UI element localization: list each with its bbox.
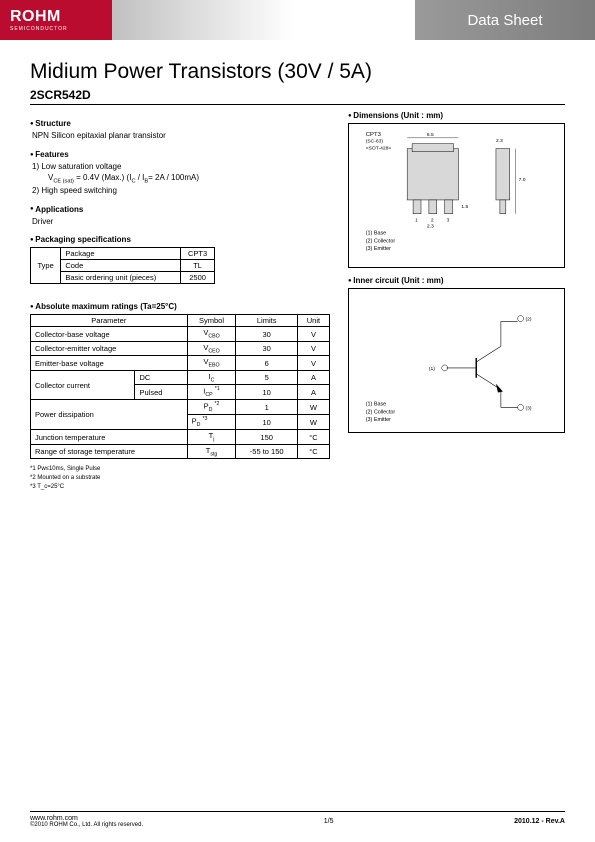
table-row: Junction temperatureTj150°C — [31, 430, 330, 445]
svg-text:2.3: 2.3 — [496, 138, 503, 144]
col-unit: Unit — [297, 315, 329, 327]
col-param: Parameter — [31, 315, 188, 327]
packaging-heading: Packaging specifications — [30, 235, 330, 244]
svg-text:(SC-63): (SC-63) — [366, 139, 384, 145]
rohm-logo: ROHM SEMICONDUCTOR — [0, 0, 112, 40]
svg-text:(1) Base: (1) Base — [366, 230, 386, 236]
logo-subtitle: SEMICONDUCTOR — [10, 26, 112, 32]
pkg-type-label: Type — [31, 248, 61, 284]
table-row: Collector-base voltageVCBO30V — [31, 327, 330, 342]
footer-rev: 2010.12 - Rev.A — [514, 818, 565, 825]
page-footer: www.rohm.com ©2010 ROHM Co., Ltd. All ri… — [30, 811, 565, 828]
feature-2: 2) High speed switching — [32, 186, 330, 197]
col-symbol: Symbol — [187, 315, 236, 327]
svg-text:3: 3 — [447, 218, 450, 224]
footer-left: www.rohm.com ©2010 ROHM Co., Ltd. All ri… — [30, 815, 143, 828]
note-1: *1 Pw≤10ms, Single Pulse — [30, 465, 330, 474]
absmax-header-row: Parameter Symbol Limits Unit — [31, 315, 330, 327]
table-row: Collector currentDCIC5A — [31, 370, 330, 385]
applications-heading: Applications — [30, 205, 330, 214]
feature-1: 1) Low saturation voltage — [32, 162, 330, 173]
note-2: *2 Mounted on a substrate — [30, 474, 330, 483]
table-row: Emitter-base voltageVEBO6V — [31, 356, 330, 371]
dim-pkg-label: CPT3 — [366, 132, 382, 138]
footer-page: 1/5 — [324, 818, 334, 825]
table-row: Collector-emitter voltageVCEO30V — [31, 341, 330, 356]
inner-heading: Inner circuit (Unit : mm) — [348, 276, 565, 285]
svg-text:(3): (3) — [526, 405, 532, 411]
logo-text: ROHM — [10, 8, 112, 26]
svg-text:2.3: 2.3 — [427, 224, 434, 230]
table-row: Range of storage temperatureTstg-55 to 1… — [31, 444, 330, 459]
packaging-table: Type Package CPT3 Code TL Basic ordering… — [30, 247, 215, 284]
svg-text:2: 2 — [431, 218, 434, 224]
header-gradient — [112, 0, 415, 40]
svg-text:(2) Collector: (2) Collector — [366, 409, 396, 415]
dimensions-diagram: CPT3 (SC-63) <SOT-428> 1 2 3 6.5 — [348, 123, 565, 268]
absmax-heading: Absolute maximum ratings (Ta=25°C) — [30, 302, 330, 311]
svg-text:7.0: 7.0 — [519, 177, 526, 183]
svg-text:<SOT-428>: <SOT-428> — [366, 146, 392, 152]
pkg-r2-k: Basic ordering unit (pieces) — [61, 272, 181, 284]
page-content: Midium Power Transistors (30V / 5A) 2SCR… — [0, 40, 595, 492]
svg-text:1: 1 — [415, 218, 418, 224]
pkg-r1-v: TL — [181, 260, 215, 272]
footer-copyright: ©2010 ROHM Co., Ltd. All rights reserved… — [30, 822, 143, 828]
svg-text:(3) Emitter: (3) Emitter — [366, 417, 391, 423]
col-limits: Limits — [236, 315, 297, 327]
svg-text:6.5: 6.5 — [427, 132, 434, 138]
applications-text: Driver — [32, 217, 330, 228]
svg-text:(1): (1) — [429, 366, 435, 372]
banner-title: Data Sheet — [415, 0, 595, 40]
page-header: ROHM SEMICONDUCTOR Data Sheet — [0, 0, 595, 40]
pkg-r0-k: Package — [61, 248, 181, 260]
structure-text: NPN Silicon epitaxial planar transistor — [32, 131, 330, 142]
part-number: 2SCR542D — [30, 88, 565, 105]
svg-text:(2): (2) — [526, 317, 532, 323]
dimensions-heading: Dimensions (Unit : mm) — [348, 111, 565, 120]
svg-text:(2) Collector: (2) Collector — [366, 238, 396, 244]
pkg-r1-k: Code — [61, 260, 181, 272]
pkg-r2-v: 2500 — [181, 272, 215, 284]
note-3: *3 T_c=25°C — [30, 483, 330, 492]
table-row: Power dissipationPD *21W — [31, 400, 330, 415]
svg-text:(1) Base: (1) Base — [366, 401, 386, 407]
right-column: Dimensions (Unit : mm) CPT3 (SC-63) <SOT… — [348, 111, 565, 492]
left-column: Structure NPN Silicon epitaxial planar t… — [30, 111, 330, 492]
structure-heading: Structure — [30, 119, 330, 128]
footer-url: www.rohm.com — [30, 815, 143, 822]
features-heading: Features — [30, 150, 330, 159]
absmax-notes: *1 Pw≤10ms, Single Pulse *2 Mounted on a… — [30, 465, 330, 492]
pkg-r0-v: CPT3 — [181, 248, 215, 260]
svg-text:(3) Emitter: (3) Emitter — [366, 246, 391, 252]
feature-formula: VCE (sat) = 0.4V (Max.) (IC / IB= 2A / 1… — [48, 173, 330, 186]
absmax-table: Parameter Symbol Limits Unit Collector-b… — [30, 314, 330, 459]
page-title: Midium Power Transistors (30V / 5A) — [30, 60, 565, 84]
svg-text:1.5: 1.5 — [461, 204, 468, 210]
inner-circuit-diagram: (2) (1) (3) (1) Base (2) Col — [348, 288, 565, 433]
